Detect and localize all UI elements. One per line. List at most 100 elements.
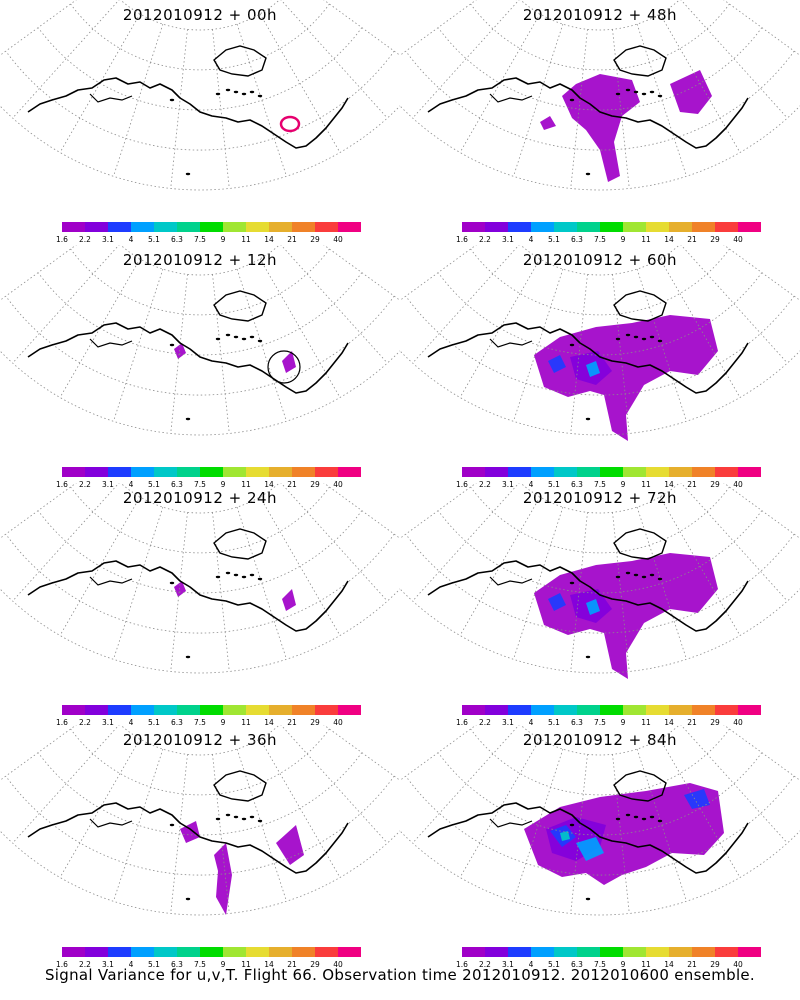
longitude-line bbox=[113, 268, 164, 422]
coastline bbox=[489, 576, 533, 586]
colorbar-swatch bbox=[292, 222, 315, 232]
colorbar bbox=[62, 947, 361, 957]
variance-shading bbox=[548, 593, 566, 611]
colorbar-label: 6.3 bbox=[571, 718, 583, 727]
colorbar-swatch bbox=[85, 705, 108, 715]
colorbar-label: 9 bbox=[620, 718, 626, 727]
island bbox=[657, 94, 663, 98]
longitude-line bbox=[12, 245, 120, 364]
latitude-line bbox=[470, 248, 730, 316]
panel-title: 2012010912 + 24h bbox=[122, 489, 278, 507]
map-canvas bbox=[0, 483, 400, 674]
latitude-line bbox=[37, 27, 363, 111]
colorbar-swatch bbox=[646, 467, 669, 477]
latitude-line bbox=[5, 533, 395, 634]
coastline bbox=[427, 322, 749, 394]
colorbar-swatch bbox=[246, 947, 269, 957]
colorbar-label: 6.3 bbox=[171, 480, 183, 489]
colorbar-swatch bbox=[485, 947, 508, 957]
variance-shading bbox=[586, 599, 600, 615]
colorbar-swatch bbox=[338, 705, 361, 715]
colorbar-swatch bbox=[554, 705, 577, 715]
colorbar-label: 4 bbox=[528, 718, 534, 727]
latitude-line bbox=[5, 295, 395, 396]
latitude-line bbox=[437, 510, 763, 594]
longitude-line bbox=[323, 245, 400, 301]
island bbox=[657, 819, 663, 823]
panel-title: 2012010912 + 60h bbox=[522, 251, 678, 269]
map-panel: 2012010912 + 72h 1.6 2.2 3.1 4 5.1 6.3 7.5 9 11 1… bbox=[400, 483, 800, 728]
latitude-line bbox=[400, 830, 800, 916]
coastline bbox=[489, 93, 533, 103]
longitude-line bbox=[280, 245, 388, 364]
latitude-line bbox=[120, 0, 280, 31]
colorbar-swatch bbox=[292, 705, 315, 715]
colorbar-label: 21 bbox=[287, 960, 297, 969]
colorbar-label: 29 bbox=[710, 960, 720, 969]
longitude-line bbox=[513, 268, 564, 422]
colorbar-label: 11 bbox=[641, 480, 651, 489]
map-panel: 2012010912 + 24h 1.6 2.2 3.1 4 5.1 6.3 7.5 9 11 1… bbox=[0, 483, 400, 728]
variance-shading bbox=[214, 843, 232, 915]
colorbar-swatch bbox=[692, 705, 715, 715]
latitude-line bbox=[400, 588, 800, 674]
longitude-line bbox=[513, 506, 564, 660]
colorbar-swatch bbox=[623, 705, 646, 715]
colorbar-label: 9 bbox=[620, 960, 626, 969]
colorbar-swatch bbox=[738, 947, 761, 957]
variance-shading bbox=[276, 825, 304, 865]
colorbar-swatch bbox=[200, 467, 223, 477]
colorbar-swatch bbox=[508, 222, 531, 232]
island bbox=[225, 88, 231, 92]
latitude-line bbox=[470, 486, 730, 554]
colorbar-swatch bbox=[531, 947, 554, 957]
island bbox=[569, 343, 575, 347]
colorbar-swatch bbox=[600, 222, 623, 232]
variance-shading bbox=[548, 355, 566, 373]
colorbar-label: 6.3 bbox=[171, 235, 183, 244]
colorbar-label: 6.3 bbox=[571, 960, 583, 969]
colorbar-swatch bbox=[531, 705, 554, 715]
colorbar-swatch bbox=[62, 705, 85, 715]
island bbox=[641, 817, 647, 821]
longitude-line bbox=[259, 496, 341, 636]
figure-caption: Signal Variance for u,v,T. Flight 66. Ob… bbox=[44, 966, 756, 984]
latitude-line bbox=[520, 0, 680, 31]
colorbar-label: 11 bbox=[241, 480, 251, 489]
longitude-line bbox=[259, 13, 341, 153]
colorbar-label: 9 bbox=[220, 480, 226, 489]
colorbar-swatch bbox=[246, 222, 269, 232]
colorbar bbox=[462, 222, 761, 232]
island bbox=[225, 333, 231, 337]
colorbar-swatch bbox=[108, 705, 131, 715]
colorbar-label: 5.1 bbox=[548, 235, 560, 244]
colorbar-label: 3.1 bbox=[102, 235, 114, 244]
greenland-outline bbox=[213, 290, 267, 322]
colorbar-swatch bbox=[200, 947, 223, 957]
island bbox=[585, 172, 591, 176]
observation-marker bbox=[267, 350, 301, 384]
longitude-line bbox=[723, 483, 800, 539]
colorbar-swatch bbox=[85, 467, 108, 477]
longitude-line bbox=[236, 506, 287, 660]
colorbar-swatch bbox=[269, 947, 292, 957]
island bbox=[241, 817, 247, 821]
colorbar-labels: 1.6 2.2 3.1 4 5.1 6.3 7.5 9 11 14 21 29 40 bbox=[56, 960, 361, 970]
latitude-line bbox=[5, 775, 395, 876]
longitude-line bbox=[170, 754, 188, 914]
colorbar-label: 5.1 bbox=[548, 480, 560, 489]
colorbar-labels: 1.6 2.2 3.1 4 5.1 6.3 7.5 9 11 14 21 29 40 bbox=[56, 718, 361, 728]
colorbar-label: 7.5 bbox=[594, 960, 606, 969]
island bbox=[257, 577, 263, 581]
island bbox=[241, 92, 247, 96]
colorbar-label: 40 bbox=[733, 480, 743, 489]
colorbar-swatch bbox=[131, 467, 154, 477]
colorbar-label: 40 bbox=[333, 718, 343, 727]
colorbar-swatch bbox=[715, 947, 738, 957]
colorbar-swatch bbox=[246, 705, 269, 715]
greenland-outline bbox=[613, 528, 667, 560]
latitude-line bbox=[437, 27, 763, 111]
colorbar-label: 29 bbox=[310, 480, 320, 489]
colorbar-label: 2.2 bbox=[79, 480, 91, 489]
colorbar-labels: 1.6 2.2 3.1 4 5.1 6.3 7.5 9 11 14 21 29 40 bbox=[456, 718, 761, 728]
